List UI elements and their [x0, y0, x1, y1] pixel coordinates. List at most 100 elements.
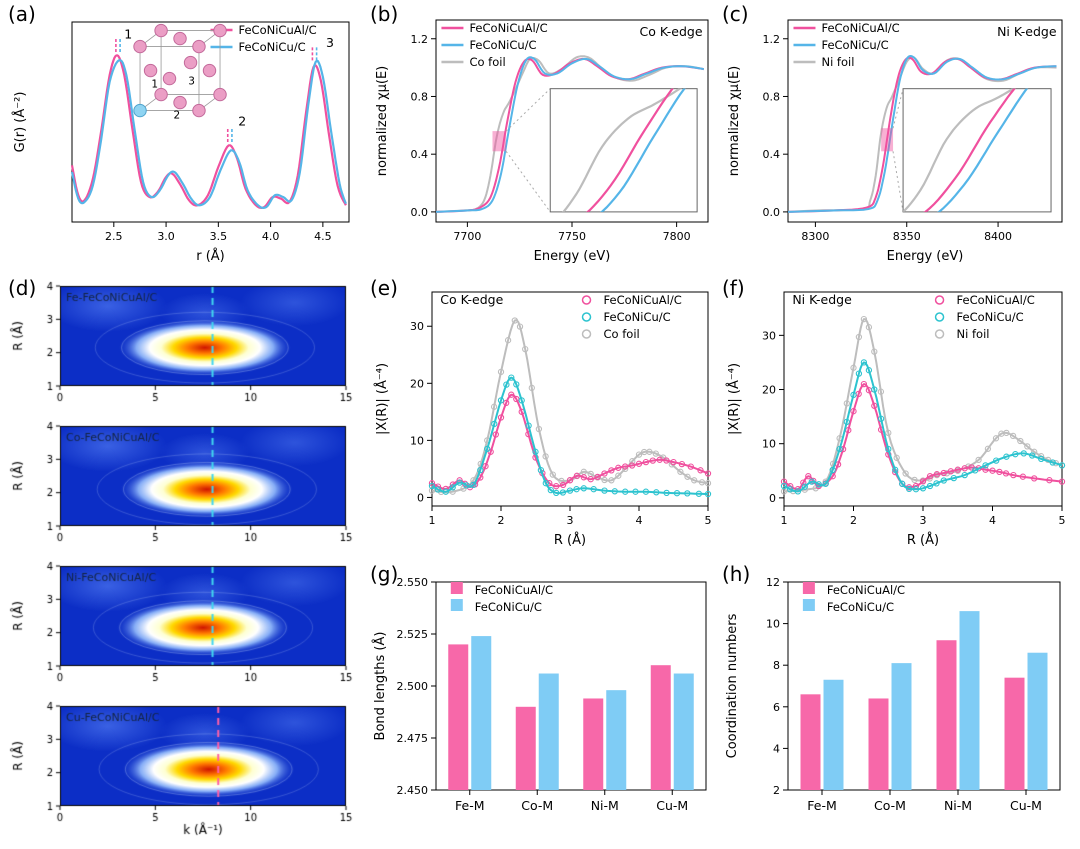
bar-Ni-M-FeCoNiCu/C — [606, 690, 627, 790]
panel-c-label: (c) — [722, 2, 749, 26]
svg-text:Co foil: Co foil — [469, 55, 505, 69]
svg-text:2: 2 — [498, 514, 505, 527]
bar-Fe-M-FeCoNiCu/C — [823, 679, 844, 790]
ni-exafs-chart: 1 2 3 4 5 0 10 20 30 R (Å) |X(R)| (Å⁻⁴) Ni K-edge Fe… — [726, 291, 1066, 548]
panel-h-label: (h) — [722, 562, 751, 586]
panel-a: (a) 2.5 3.0 3.5 4.0 4.5 r (Å) G(r) (Å⁻²) 1 2 3 FeC… — [8, 2, 363, 274]
series-FeCoNiCu/C — [428, 374, 712, 498]
svg-text:0.0: 0.0 — [763, 206, 781, 219]
svg-text:0.8: 0.8 — [411, 90, 429, 103]
svg-text:FeCoNiCu/C: FeCoNiCu/C — [239, 40, 306, 54]
ni-xanes-chart: 8300 8350 8400 0.0 0.4 0.8 1.2 Energy (eV) norma… — [727, 19, 1063, 264]
svg-text:2: 2 — [238, 113, 246, 128]
edge-highlight-box — [492, 131, 507, 152]
svg-text:3.5: 3.5 — [210, 230, 228, 243]
svg-text:0.4: 0.4 — [763, 148, 781, 161]
svg-text:|X(R)| (Å⁻⁴): |X(R)| (Å⁻⁴) — [374, 363, 390, 435]
bar-Co-M-FeCoNiCu/C — [891, 663, 912, 790]
series-FeCoNiCuAl/C — [428, 391, 712, 493]
svg-text:Co-M: Co-M — [521, 798, 553, 813]
series-FeCoNiCu/C — [435, 56, 704, 213]
svg-text:2: 2 — [773, 784, 780, 797]
atom-sphere-pink — [173, 95, 187, 110]
svg-text:FeCoNiCu/C: FeCoNiCu/C — [469, 38, 536, 52]
atom-sphere-pink — [183, 55, 198, 70]
series-Co foil — [428, 317, 712, 496]
svg-text:G(r) (Å⁻²): G(r) (Å⁻²) — [12, 92, 28, 153]
svg-text:Energy (eV): Energy (eV) — [887, 249, 964, 264]
svg-text:30: 30 — [762, 329, 776, 342]
bar-series-FeCoNiCuAl/C — [448, 644, 671, 790]
legend: FeCoNiCuAl/C FeCoNiCu/C — [210, 23, 317, 54]
svg-text:2.500: 2.500 — [397, 680, 429, 693]
svg-text:3: 3 — [326, 35, 334, 50]
svg-text:FeCoNiCu/C: FeCoNiCu/C — [475, 600, 542, 614]
svg-text:FeCoNiCuAl/C: FeCoNiCuAl/C — [957, 293, 1035, 307]
svg-text:Co foil: Co foil — [604, 327, 640, 341]
panel-c: (c) 8300 8350 8400 0.0 0.4 0.8 1.2 Energy (eV) n… — [722, 2, 1074, 274]
svg-text:0: 0 — [769, 492, 776, 505]
coordination-numbers-chart: 2 4 6 8 10 12 Coordination numbers Fe-M Co-M Ni-M… — [725, 576, 1061, 813]
bar-Fe-M-FeCoNiCuAl/C — [448, 644, 469, 790]
svg-text:0.8: 0.8 — [763, 90, 781, 103]
svg-text:2.525: 2.525 — [397, 628, 429, 641]
svg-text:2.475: 2.475 — [397, 732, 429, 745]
series-FeCoNiCu/C — [70, 59, 347, 209]
panel-h: (h) 2 4 6 8 10 12 Coordination numbers Fe-M Co-M… — [722, 562, 1074, 846]
series-FeCoNiCuAl/C — [780, 380, 1066, 493]
bar-Fe-M-FeCoNiCu/C — [471, 636, 492, 790]
svg-text:Bond lengths (Å): Bond lengths (Å) — [372, 632, 388, 741]
svg-text:2.450: 2.450 — [397, 784, 429, 797]
svg-text:4: 4 — [989, 514, 996, 527]
svg-text:4.5: 4.5 — [314, 230, 332, 243]
bar-Fe-M-FeCoNiCuAl/C — [800, 694, 821, 790]
wavelet-map-fe — [8, 278, 358, 418]
svg-text:Cu-M: Cu-M — [1010, 798, 1042, 813]
co-xanes-chart: 7700 7750 7800 0.0 0.4 0.8 1.2 Energy (eV) norma… — [375, 19, 709, 264]
svg-text:1.2: 1.2 — [411, 33, 429, 46]
legend: FeCoNiCuAl/C FeCoNiCu/C Co foil — [581, 293, 682, 341]
edge-zoom-inset — [492, 88, 698, 213]
atom-sphere-blue — [133, 103, 147, 118]
svg-text:FeCoNiCuAl/C: FeCoNiCuAl/C — [475, 583, 553, 597]
svg-text:0.4: 0.4 — [411, 148, 429, 161]
svg-text:Ni foil: Ni foil — [957, 327, 990, 341]
legend: FeCoNiCuAl/C FeCoNiCu/C — [802, 582, 905, 614]
bar-series-FeCoNiCuAl/C — [800, 640, 1025, 790]
pdf-gr-chart: 2.5 3.0 3.5 4.0 4.5 r (Å) G(r) (Å⁻²) 1 2 3 FeCoNiC… — [12, 21, 350, 264]
svg-text:1: 1 — [429, 514, 436, 527]
svg-text:8300: 8300 — [801, 230, 829, 243]
svg-text:5: 5 — [1059, 514, 1066, 527]
svg-text:7800: 7800 — [663, 230, 691, 243]
wavelet-map-cu — [8, 698, 358, 838]
svg-text:Ni K-edge: Ni K-edge — [997, 24, 1057, 39]
series-Co foil — [435, 55, 704, 213]
edge-highlight-box — [881, 128, 894, 152]
bar-Ni-M-FeCoNiCuAl/C — [583, 698, 604, 790]
bond-lengths-chart: 2.450 2.475 2.500 2.525 2.550 Bond lengths (Å… — [372, 576, 707, 813]
svg-text:FeCoNiCu/C: FeCoNiCu/C — [957, 310, 1024, 324]
atom-sphere-pink — [202, 63, 217, 78]
svg-text:Coordination numbers: Coordination numbers — [725, 613, 740, 758]
svg-text:20: 20 — [410, 377, 424, 390]
svg-text:1: 1 — [781, 514, 788, 527]
svg-text:R (Å): R (Å) — [554, 532, 586, 548]
legend: FeCoNiCuAl/C FeCoNiCu/C Co foil — [441, 21, 548, 69]
panel-e-label: (e) — [370, 276, 398, 300]
svg-text:5: 5 — [705, 514, 712, 527]
panel-d-label: (d) — [8, 276, 37, 300]
svg-text:8: 8 — [773, 659, 780, 672]
panel-e: (e) 1 2 3 4 5 0 10 20 30 R (Å) |X(R)| (Å⁻⁴) Co K-ed… — [370, 276, 720, 560]
svg-text:|X(R)| (Å⁻⁴): |X(R)| (Å⁻⁴) — [726, 363, 742, 435]
svg-text:Fe-M: Fe-M — [455, 798, 485, 813]
atom-sphere-pink — [213, 87, 227, 102]
axes: 1 2 3 4 5 0 10 20 30 R (Å) |X(R)| (Å⁻⁴) — [726, 291, 1066, 548]
bar-Co-M-FeCoNiCuAl/C — [515, 706, 536, 790]
svg-text:0.0: 0.0 — [411, 206, 429, 219]
svg-text:FeCoNiCu/C: FeCoNiCu/C — [821, 38, 888, 52]
atom-sphere-pink — [133, 39, 147, 54]
unit-cell-inset: 1 2 3 — [133, 23, 227, 122]
svg-text:Energy (eV): Energy (eV) — [534, 249, 611, 264]
atom-sphere-pink — [192, 103, 206, 118]
